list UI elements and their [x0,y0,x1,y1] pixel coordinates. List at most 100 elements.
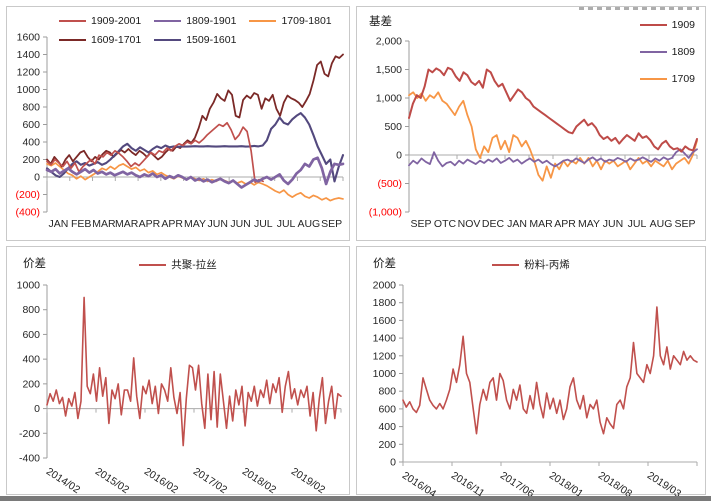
legend-item: 共聚-拉丝 [139,257,217,272]
y-tick-label: 1200 [17,67,41,79]
y-tick-label: 600 [22,119,40,131]
y-tick-label: -200 [19,428,40,440]
series-color-swatch [639,78,667,80]
series-1809 [408,148,698,168]
y-tick-label: 600 [22,329,40,341]
x-tick-label: APR [139,218,161,230]
y-tick-label: 0 [396,150,402,162]
x-tick-label: JUL [277,218,296,230]
x-tick-label: MAY [578,218,600,230]
legend-basis: 1909 1809 1709 [639,19,695,85]
y-tick-label: 800 [22,304,40,316]
y-tick-label: 1400 [373,333,397,345]
y-tick-label: 1600 [17,32,41,44]
series-1809-1901 [45,156,345,189]
legend-item: 1809-1901 [154,15,236,27]
legend-item: 1909 [639,19,695,31]
x-tick-label: OTC [434,218,457,230]
x-tick-label: 2019/02 [289,465,328,496]
y-tick-label: 600 [378,403,396,415]
x-tick-label: 2018/02 [240,465,279,496]
y-tick-label: 500 [384,121,402,133]
chart-panel-basis: 基差 1909 1809 1709 2,000 1,500 1,000 500 0 (50… [356,6,706,241]
chart-title-price-spread: 价差 [23,258,46,270]
y-tick-label: (1,000) [369,207,402,219]
line-chart-powder-propylene: 2000180016001400120010008006004002000201… [373,280,698,500]
y-tick-label: 1,500 [376,64,402,76]
series-1609-1701 [46,53,344,168]
series-color-swatch [59,39,86,41]
x-tick-label: MAY [184,218,206,230]
x-tick-label: JUL [254,218,273,230]
chart-title-price-spread: 价差 [373,258,396,270]
legend-item: 1909-2001 [59,15,141,27]
legend-label: 1609-1701 [91,34,142,46]
x-tick-label: 2016/02 [142,465,181,496]
y-tick-label: (500) [377,178,402,190]
x-tick-label: SEP [410,218,431,230]
x-tick-label: APR [161,218,183,230]
series-color-swatch [639,24,667,26]
x-tick-label: SEP [674,218,695,230]
x-tick-label: JAN [507,218,527,230]
y-tick-label: 200 [22,378,40,390]
series-1709 [408,91,698,182]
y-tick-label: 0 [34,403,40,415]
legend-contract-spreads: 1909-2001 1809-1901 1709-1801 1609-1701 [59,15,332,46]
chart-panel-powder-propylene-spread: 价差 粉料-丙烯 2000 1800 1600 1400 1200 1000 800 600 4… [356,246,706,500]
series-color-swatch [139,263,167,266]
legend-item: 1709 [639,73,695,85]
chart-title-basis: 基差 [369,16,392,28]
legend-item: 1809 [639,46,695,58]
chart-panel-copo-drawing-spread: 价差 共聚-拉丝 1000 800 600 400 200 0 -200 -400 2014/0… [6,246,350,496]
series-color-swatch [154,39,182,41]
y-tick-label: 0 [390,457,396,469]
legend-label: 1809 [671,46,695,58]
x-tick-label: AUG [650,218,673,230]
legend-item: 1609-1701 [59,34,141,46]
y-tick-label: 2000 [373,280,397,292]
x-tick-label: FEB [71,218,91,230]
y-tick-label: 1000 [17,84,41,96]
series-color-swatch [639,51,667,53]
legend-label: 1909-2001 [91,15,142,27]
y-tick-label: (200) [15,189,40,201]
y-tick-label: 200 [22,154,40,166]
series-color-swatch [154,20,182,22]
x-tick-label: JUN [208,218,228,230]
legend-item: 1509-1601 [154,34,236,46]
x-tick-label: JUN [230,218,250,230]
legend-row: 1609-1701 1509-1601 [59,34,332,46]
x-tick-label: DEC [482,218,505,230]
y-tick-label: 1400 [17,49,41,61]
clipped-watermark [579,7,699,10]
x-tick-label: 2017/02 [191,465,230,496]
series-1909-2001 [46,121,264,184]
legend-label: 1709 [671,73,695,85]
legend-label: 1909 [671,19,695,31]
y-tick-label: 1600 [373,315,397,327]
x-tick-label: JUL [628,218,647,230]
y-tick-label: -400 [19,453,40,465]
y-tick-label: 200 [378,439,396,451]
legend-powder-propylene: 粉料-丙烯 [357,257,705,272]
y-tick-label: 2,000 [376,36,402,48]
x-tick-label: APR [554,218,576,230]
y-tick-label: 1200 [373,350,397,362]
x-tick-label: MAR [115,218,139,230]
x-tick-label: AUG [297,218,320,230]
x-tick-label: JAN [48,218,68,230]
legend-row: 1909-2001 1809-1901 1709-1801 [59,15,332,27]
legend-item: 1709-1801 [249,15,332,27]
legend-label: 1709-1801 [281,15,332,27]
line-chart-contract-spreads: 1600 1400 1200 1000 800 600 400 200 0 (200) (400) J… [15,32,345,230]
series-color-swatch [492,263,520,266]
legend-label: 共聚-拉丝 [171,259,217,271]
y-tick-label: 400 [378,421,396,433]
legend-label: 粉料-丙烯 [524,259,570,271]
series-粉料-丙烯 [402,306,698,435]
x-tick-label: 2014/02 [44,465,83,496]
y-tick-label: 1800 [373,297,397,309]
